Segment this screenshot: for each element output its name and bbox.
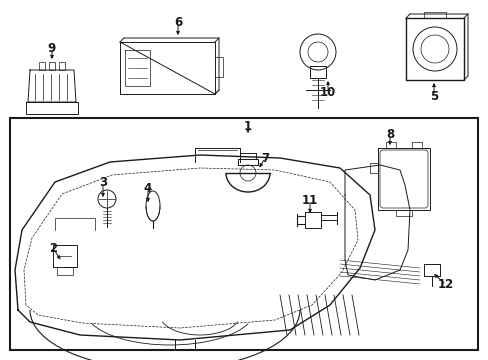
Text: 6: 6 [174,15,182,28]
Bar [39,62,45,70]
Text: 12: 12 [437,279,453,292]
Text: 9: 9 [48,41,56,54]
Circle shape [299,34,335,70]
Text: 8: 8 [385,129,393,141]
Text: 7: 7 [261,152,268,165]
Text: 5: 5 [429,90,437,103]
Text: 1: 1 [244,120,251,132]
Text: 4: 4 [143,181,152,194]
Circle shape [420,35,448,63]
Circle shape [307,42,327,62]
Circle shape [412,27,456,71]
Text: 11: 11 [301,194,318,207]
Ellipse shape [146,191,160,221]
Text: 3: 3 [99,175,107,189]
Text: 10: 10 [319,85,335,99]
FancyBboxPatch shape [379,150,427,208]
Circle shape [240,165,256,181]
Circle shape [98,190,116,208]
Bar [49,62,55,70]
Text: 2: 2 [49,242,57,255]
Bar [59,62,65,70]
Bar [10,118,477,350]
